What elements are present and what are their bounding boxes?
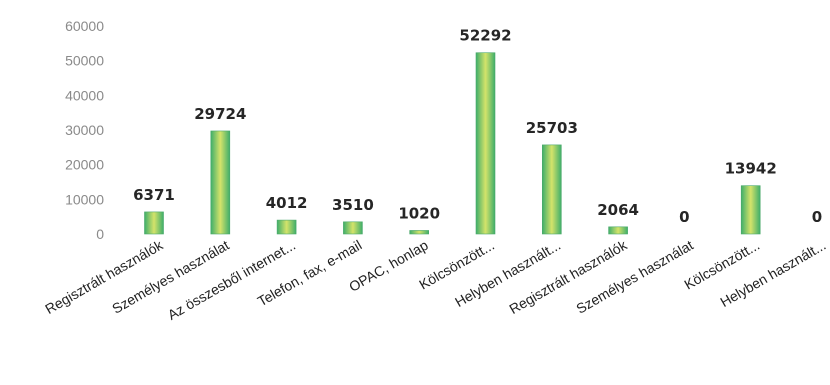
bar — [740, 185, 761, 235]
y-axis: 0 10000 20000 30000 40000 50000 60000 — [65, 18, 104, 242]
bar-value-label: 4012 — [266, 194, 308, 212]
bars — [144, 52, 761, 235]
x-tick-label: Az összesből internet... — [165, 237, 298, 323]
bar — [144, 211, 164, 235]
x-tick-label: Regisztrált használók — [42, 236, 166, 317]
bar-value-label: 3510 — [332, 196, 374, 214]
bar-value-label: 1020 — [398, 204, 440, 222]
bar — [210, 130, 231, 235]
bar-value-label: 0 — [679, 208, 689, 226]
bar — [475, 52, 496, 235]
bar-value-label: 0 — [812, 208, 822, 226]
x-tick-label: Személyes használat — [573, 237, 696, 317]
y-tick-label: 30000 — [65, 122, 104, 138]
bar — [541, 144, 562, 235]
y-tick-label: 50000 — [65, 53, 104, 69]
bar-value-label: 29724 — [194, 105, 246, 123]
y-tick-label: 0 — [96, 226, 104, 242]
y-tick-label: 60000 — [65, 18, 104, 34]
bar — [608, 226, 628, 235]
bar-value-label: 6371 — [133, 186, 175, 204]
bar-value-label: 13942 — [725, 160, 777, 178]
y-tick-label: 40000 — [65, 87, 104, 103]
y-tick-label: 20000 — [65, 157, 104, 173]
bar-value-label: 25703 — [526, 119, 578, 137]
x-tick-label: Regisztrált használók — [506, 236, 630, 317]
bar-value-label: 52292 — [459, 27, 511, 45]
bar-value-label: 2064 — [597, 201, 639, 219]
data-labels: 6371 29724 4012 3510 1020 52292 25703 2064 0 1394… — [133, 27, 822, 226]
y-tick-label: 10000 — [65, 191, 104, 207]
bar — [276, 219, 297, 235]
bar — [343, 221, 363, 235]
bar — [409, 230, 430, 235]
